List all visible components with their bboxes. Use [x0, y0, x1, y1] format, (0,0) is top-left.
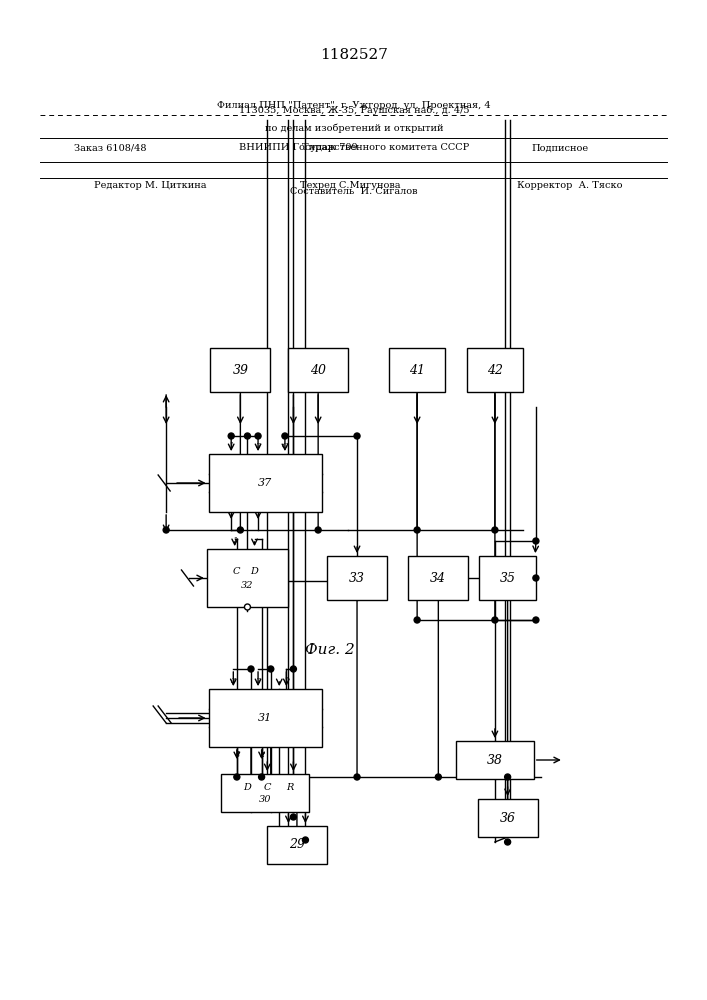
Bar — [211, 348, 270, 392]
Text: 34: 34 — [431, 572, 446, 584]
Circle shape — [414, 527, 420, 533]
Text: 1: 1 — [228, 442, 234, 450]
Text: 30: 30 — [259, 794, 271, 804]
Text: 35: 35 — [500, 572, 515, 584]
Text: Техред С.Мигунова: Техред С.Мигунова — [300, 180, 400, 190]
Circle shape — [303, 837, 308, 843]
Circle shape — [245, 604, 250, 610]
Bar — [327, 556, 387, 600]
Text: 1: 1 — [284, 677, 289, 685]
Text: C: C — [281, 442, 288, 450]
Text: 39: 39 — [233, 363, 248, 376]
Text: Корректор  А. Тяско: Корректор А. Тяско — [518, 180, 623, 190]
Text: 42: 42 — [487, 363, 503, 376]
Circle shape — [492, 527, 498, 533]
Bar — [456, 741, 534, 779]
Circle shape — [533, 538, 539, 544]
Text: Филиал ПНП "Патент", г. Ужгород, ул. Проектная, 4: Филиал ПНП "Патент", г. Ужгород, ул. Про… — [217, 101, 491, 109]
Circle shape — [248, 666, 254, 672]
Text: Составитель  И. Сигалов: Составитель И. Сигалов — [291, 188, 418, 196]
Text: Заказ 6108/48: Заказ 6108/48 — [74, 143, 146, 152]
Bar — [206, 549, 288, 607]
Text: 113035, Москва, Ж-35, Раушская наб., д. 4/5: 113035, Москва, Ж-35, Раушская наб., д. … — [239, 105, 469, 115]
Circle shape — [234, 774, 240, 780]
Text: 2: 2 — [255, 442, 261, 450]
Text: 40: 40 — [310, 363, 326, 376]
Circle shape — [354, 433, 360, 439]
Circle shape — [238, 527, 243, 533]
Text: C: C — [264, 784, 271, 792]
Text: по делам изобретений и открытий: по делам изобретений и открытий — [264, 123, 443, 133]
Circle shape — [505, 839, 510, 845]
Circle shape — [436, 774, 441, 780]
Bar — [209, 689, 322, 747]
Text: 1: 1 — [232, 537, 238, 545]
Circle shape — [315, 527, 321, 533]
Text: 33: 33 — [349, 572, 365, 584]
Text: Фиг. 2: Фиг. 2 — [305, 643, 355, 657]
Text: Редактор М. Циткина: Редактор М. Циткина — [94, 180, 206, 190]
Text: R: R — [286, 784, 293, 792]
Text: 2: 2 — [255, 677, 261, 685]
Circle shape — [282, 433, 288, 439]
Bar — [408, 556, 468, 600]
Bar — [467, 348, 523, 392]
Text: 37: 37 — [258, 478, 272, 488]
Bar — [221, 774, 309, 812]
Text: D: D — [243, 784, 252, 792]
Circle shape — [163, 527, 169, 533]
Circle shape — [228, 433, 234, 439]
Bar — [267, 826, 327, 864]
Text: 4: 4 — [234, 751, 240, 759]
Text: 31: 31 — [258, 713, 272, 723]
Text: D: D — [250, 568, 259, 576]
Bar — [209, 454, 322, 512]
Circle shape — [533, 575, 539, 581]
Text: 41: 41 — [409, 363, 425, 376]
Text: 36: 36 — [500, 812, 515, 824]
Circle shape — [533, 617, 539, 623]
Text: 1182527: 1182527 — [320, 48, 388, 62]
Text: 3: 3 — [230, 677, 236, 685]
Text: Подписное: Подписное — [532, 143, 588, 152]
Text: 32: 32 — [241, 580, 254, 589]
Circle shape — [259, 774, 264, 780]
Text: ВНИИПИ Государственного комитета СССР: ВНИИПИ Государственного комитета СССР — [239, 142, 469, 151]
Circle shape — [354, 774, 360, 780]
Circle shape — [268, 666, 274, 672]
Circle shape — [291, 814, 296, 820]
Circle shape — [505, 774, 510, 780]
Bar — [389, 348, 445, 392]
Circle shape — [291, 666, 296, 672]
Circle shape — [255, 433, 261, 439]
Bar — [477, 799, 537, 837]
Text: 2: 2 — [259, 751, 264, 759]
Circle shape — [414, 617, 420, 623]
Text: Тираж 709: Тираж 709 — [302, 143, 358, 152]
Bar — [479, 556, 536, 600]
Text: 38: 38 — [487, 754, 503, 766]
Bar — [288, 348, 348, 392]
Text: 29: 29 — [289, 838, 305, 852]
Text: C: C — [233, 568, 240, 576]
Circle shape — [245, 433, 250, 439]
Circle shape — [492, 617, 498, 623]
